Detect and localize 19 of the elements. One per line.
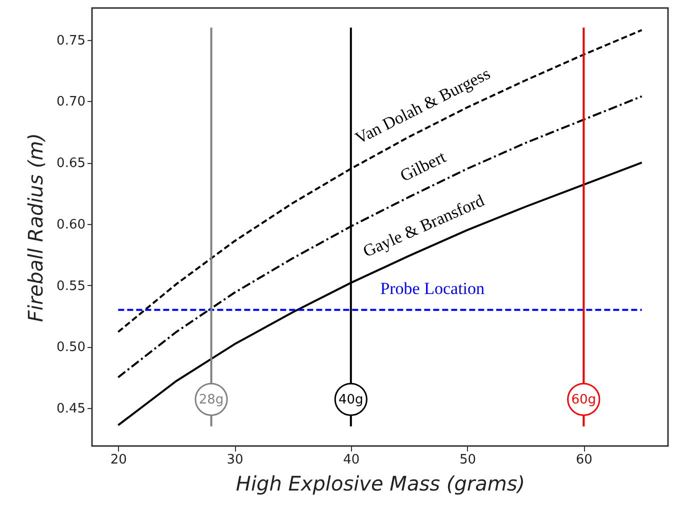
y-tick-label: 0.55 (56, 278, 86, 294)
y-tick-label: 0.70 (56, 94, 86, 110)
x-tick-label: 40 (343, 452, 360, 468)
y-axis-title: Fireball Radius (m) (24, 133, 48, 322)
x-tick-label: 60 (576, 452, 592, 468)
y-tick-label: 0.75 (56, 33, 86, 48)
series-label: Probe Location (380, 278, 486, 298)
text: Gilbert (397, 147, 450, 186)
y-tick-label: 0.65 (56, 156, 86, 172)
x-tick-label: 20 (110, 452, 127, 468)
x-tick-label: 30 (226, 452, 244, 468)
y-tick-label: 0.50 (56, 340, 86, 356)
x-axis-title: High Explosive Mass (grams) (236, 472, 526, 496)
x-tick-label: 50 (460, 452, 476, 468)
annotation: 60g (571, 392, 596, 408)
y-tick-label: 0.45 (56, 401, 86, 416)
annotation: 40g (338, 392, 364, 408)
y-tick-label: 0.60 (56, 217, 86, 232)
annotation: 28g (198, 392, 224, 408)
